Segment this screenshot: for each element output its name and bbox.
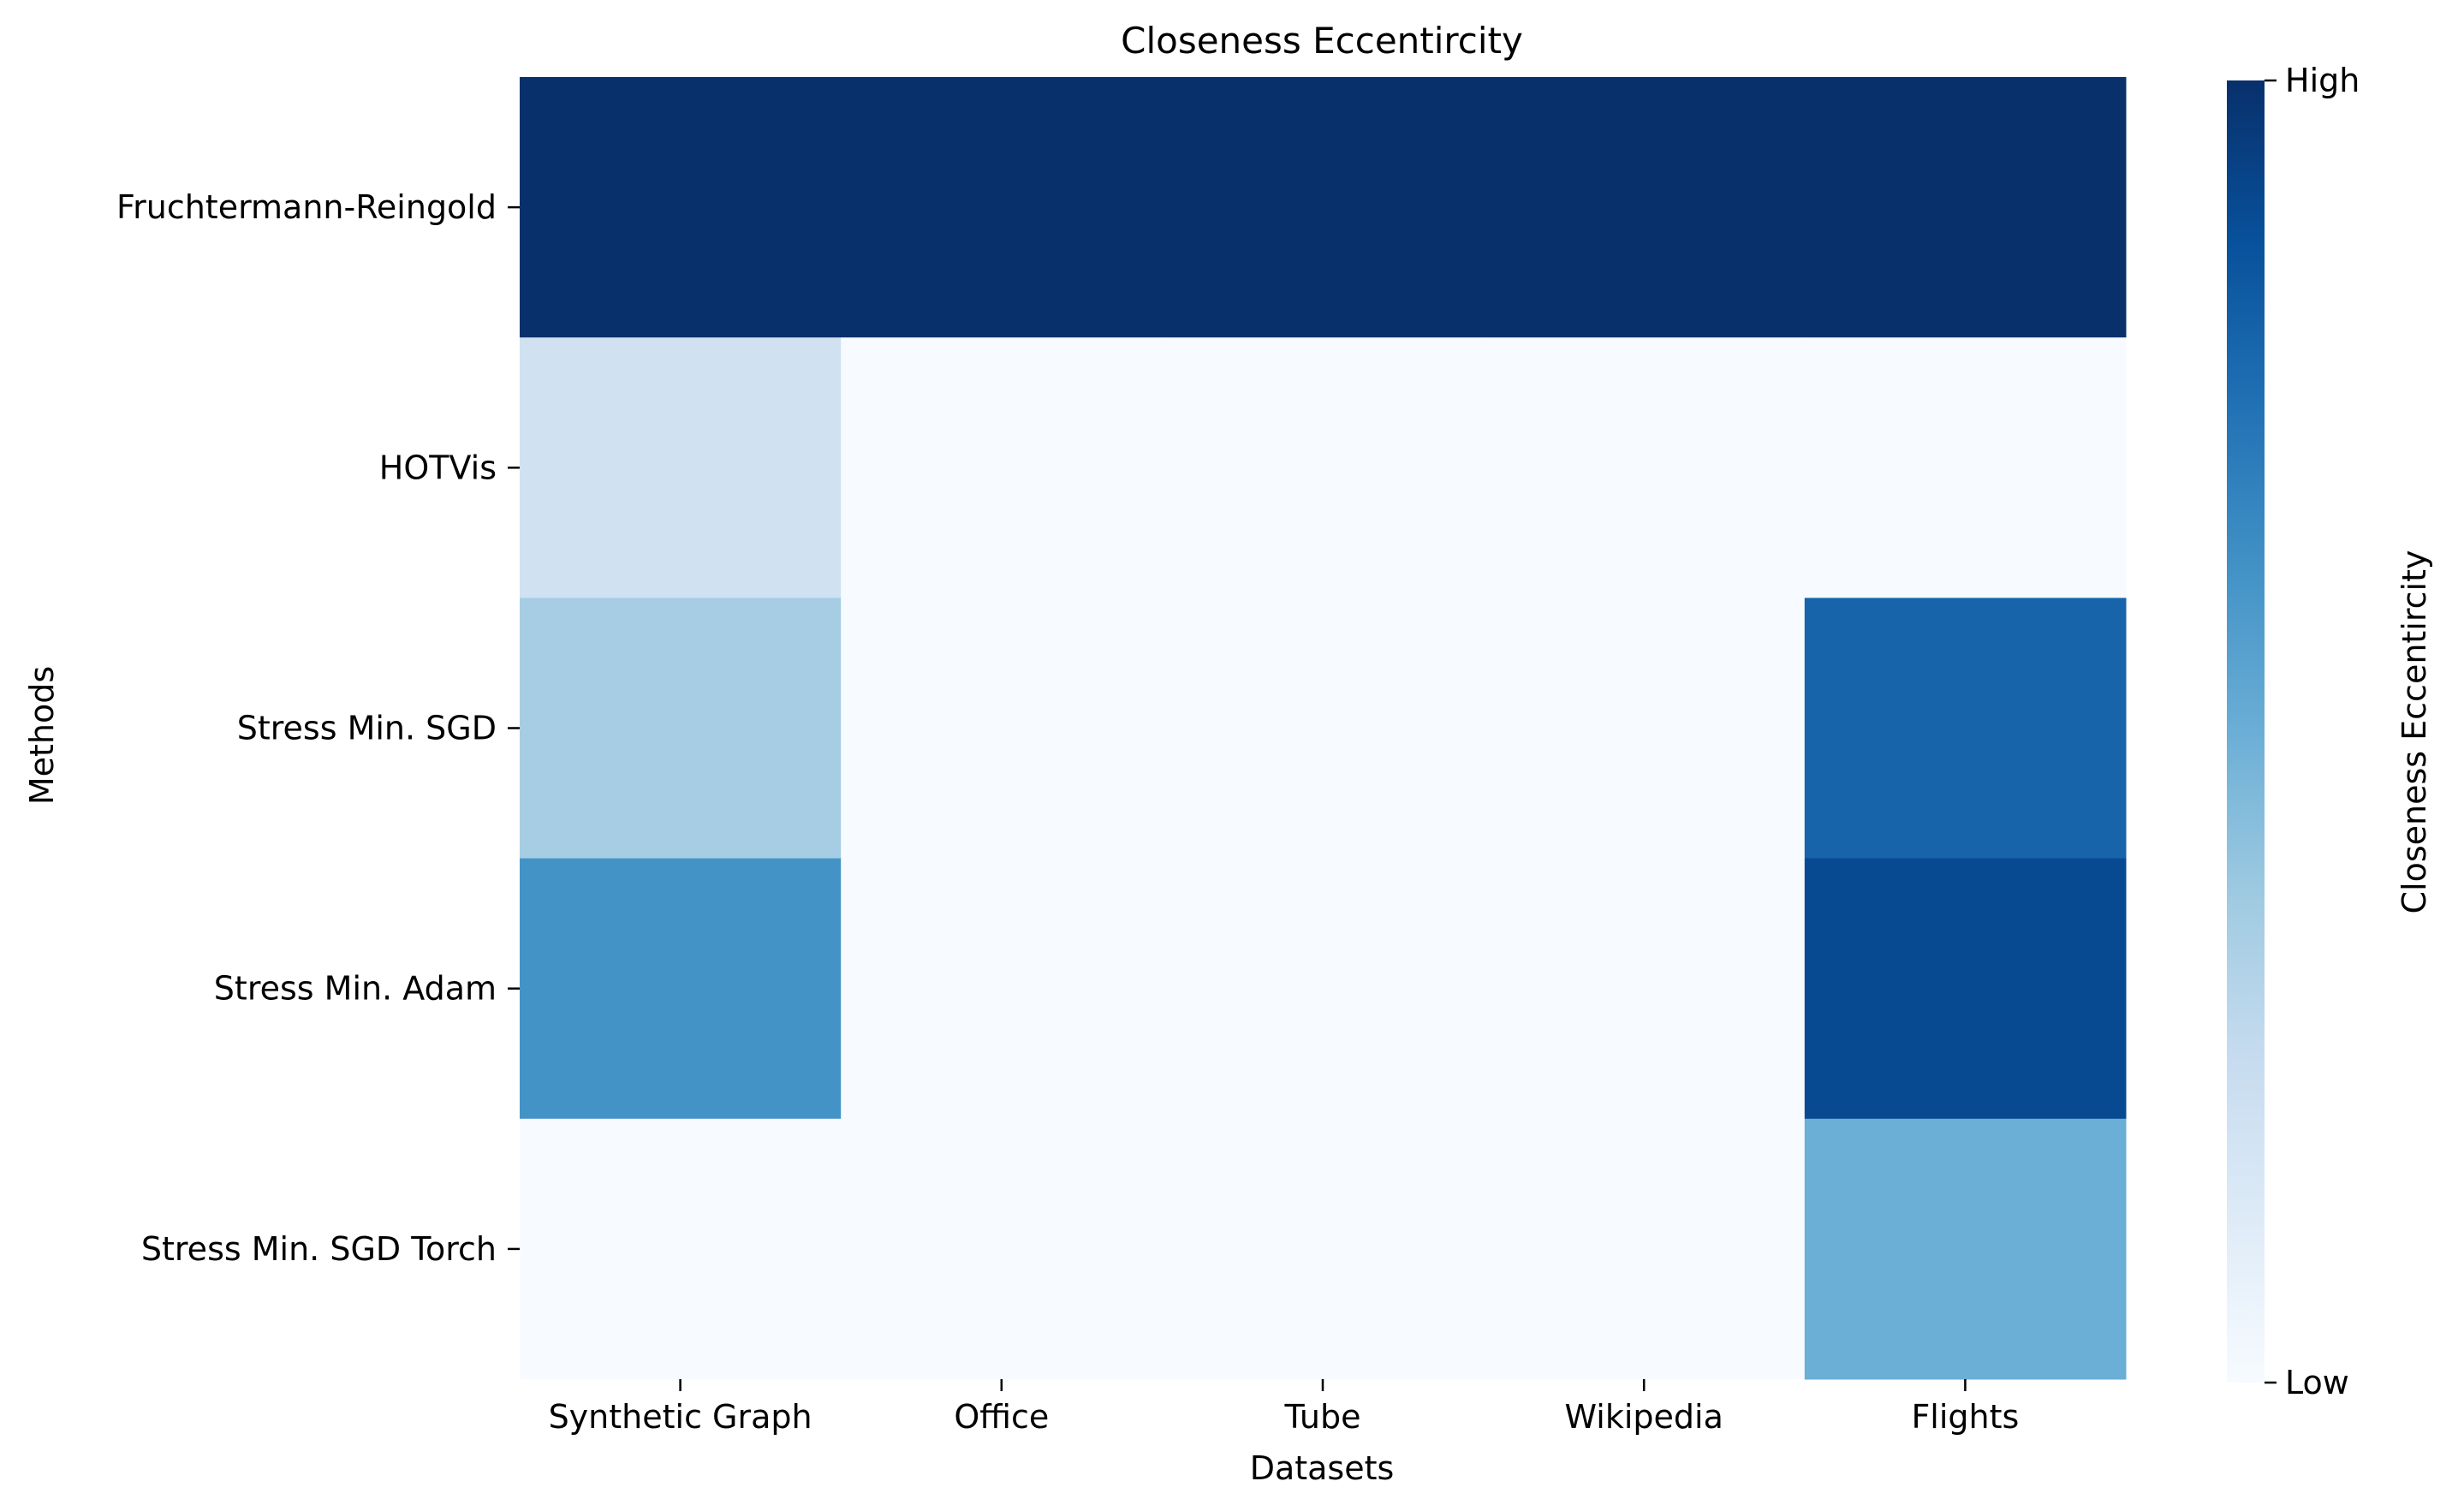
y-tick-label: Stress Min. SGD Torch [141, 1230, 497, 1268]
x-tick-label: Synthetic Graph [549, 1398, 812, 1436]
heatmap-cell [1162, 77, 1485, 338]
heatmap-cell [1804, 337, 2127, 598]
heatmap-cell [520, 858, 842, 1120]
y-tick-label: Stress Min. SGD [237, 710, 497, 747]
x-tick-labels: Synthetic Graph Office Tube Wikipedia Flight… [549, 1379, 2019, 1436]
heatmap-cell [841, 598, 1163, 860]
heatmap-cell [1483, 1118, 1806, 1380]
heatmap-cells [520, 77, 2127, 1380]
heatmap-cell [1162, 1118, 1485, 1380]
heatmap-cell [1162, 598, 1485, 860]
x-tick-label: Office [954, 1398, 1049, 1436]
colorbar-label: Closeness Eccentircity [2396, 550, 2433, 914]
heatmap-cell [841, 858, 1163, 1120]
heatmap-cell [1483, 77, 1806, 338]
heatmap-cell [841, 337, 1163, 598]
colorbar-ticks: High Low [2265, 62, 2360, 1401]
heatmap-cell [520, 337, 842, 598]
heatmap-cell [1804, 1118, 2127, 1380]
heatmap-cell [1162, 337, 1485, 598]
colorbar-tick-label: High [2285, 62, 2360, 99]
heatmap-cell [1804, 858, 2127, 1120]
y-tick-label: Fruchtermann-Reingold [116, 188, 497, 226]
heatmap-cell [1804, 77, 2127, 338]
y-axis-label: Methods [23, 666, 61, 805]
heatmap-cell [520, 1118, 842, 1380]
heatmap-cell [1162, 858, 1485, 1120]
x-tick-label: Wikipedia [1565, 1398, 1723, 1436]
heatmap-cell [1483, 858, 1806, 1120]
x-tick-label: Tube [1283, 1398, 1360, 1436]
x-tick-label: Flights [1911, 1398, 2019, 1436]
colorbar-tick-label: Low [2285, 1364, 2349, 1401]
y-tick-labels: Fruchtermann-Reingold HOTVis Stress Min. S… [116, 188, 520, 1268]
y-tick-label: Stress Min. Adam [214, 970, 497, 1008]
x-axis-label: Datasets [1250, 1449, 1395, 1487]
colorbar [2227, 80, 2265, 1383]
y-tick-label: HOTVis [379, 449, 497, 486]
heatmap-cell [1804, 598, 2127, 860]
heatmap-cell [1483, 598, 1806, 860]
heatmap-cell [520, 598, 842, 860]
heatmap-cell [841, 77, 1163, 338]
heatmap-cell [841, 1118, 1163, 1380]
heatmap-cell [520, 77, 842, 338]
chart-title: Closeness Eccentircity [1121, 20, 1523, 62]
heatmap-cell [1483, 337, 1806, 598]
